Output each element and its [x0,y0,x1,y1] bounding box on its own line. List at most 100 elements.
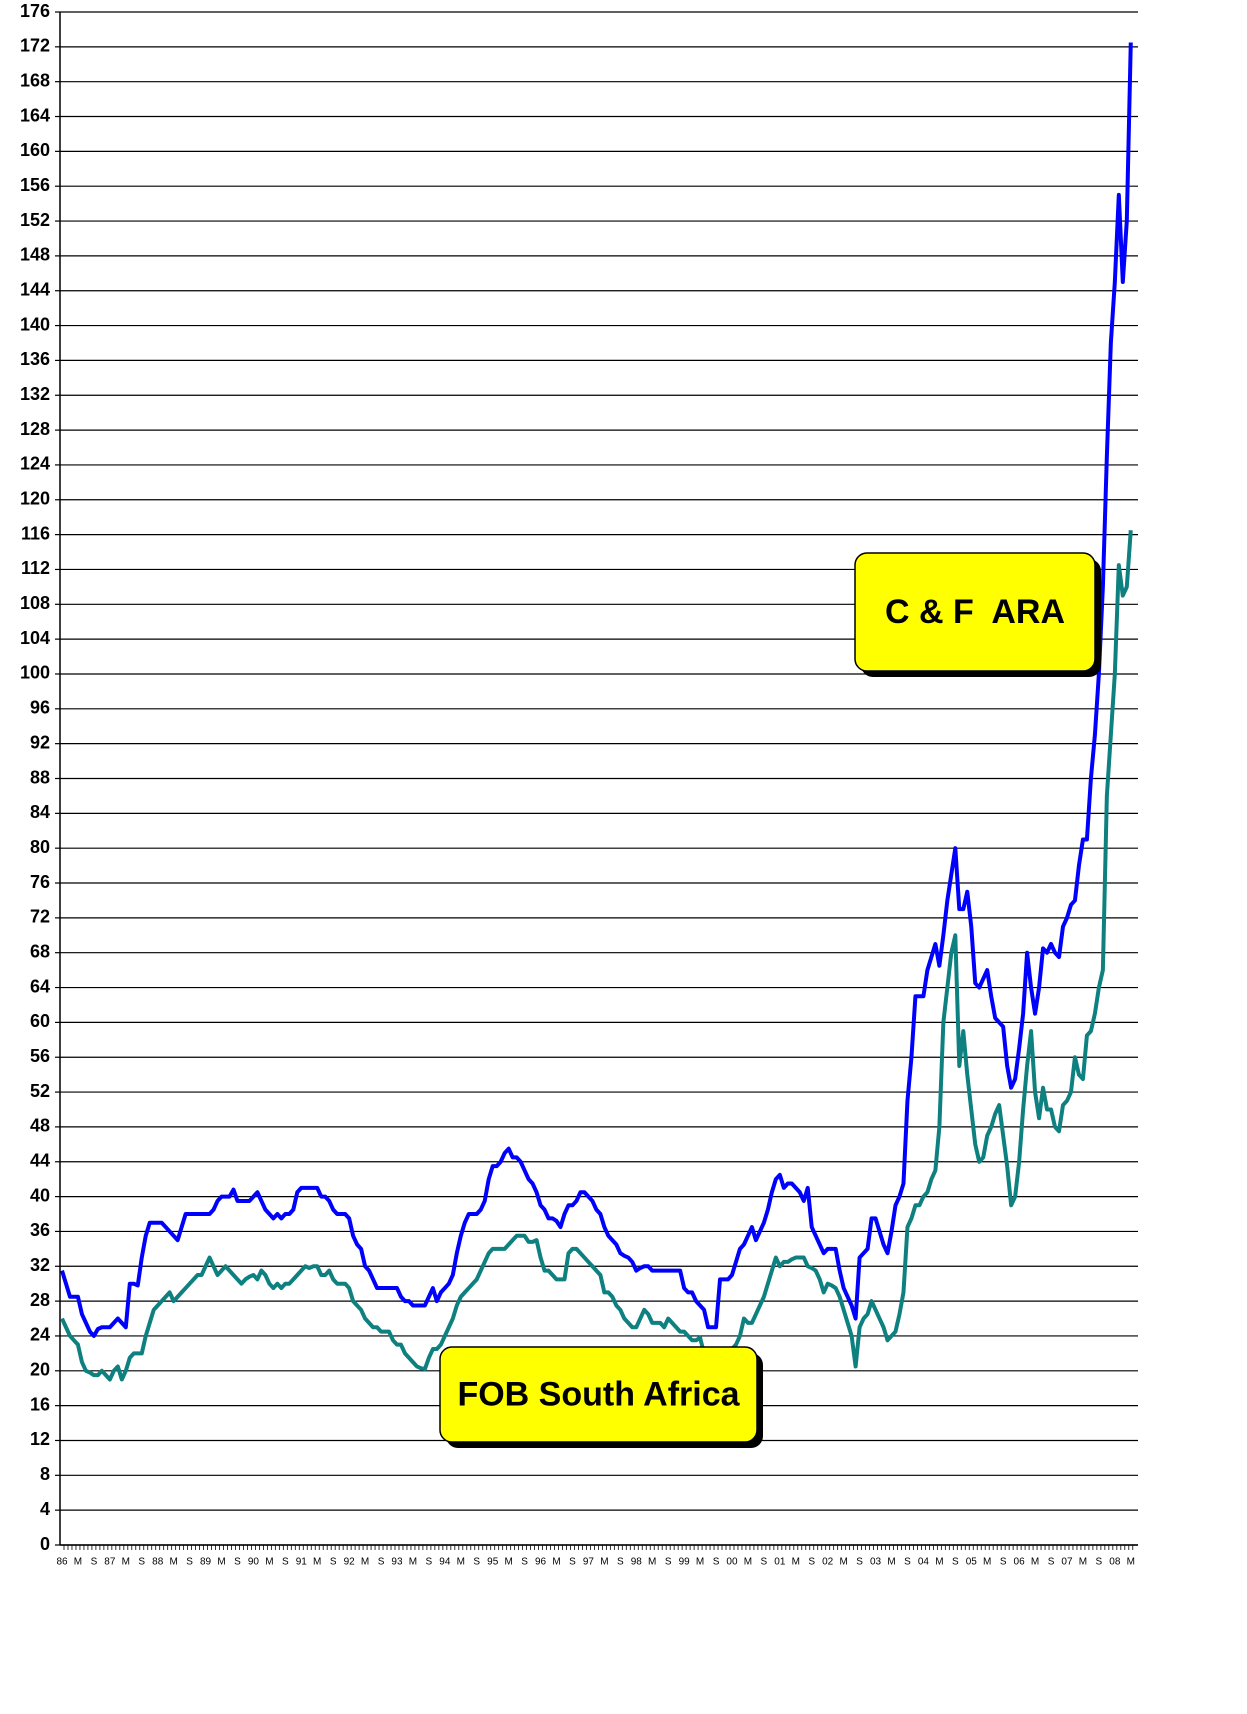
x-tick-label: 95 [487,1557,499,1568]
y-tick-label: 32 [30,1255,50,1275]
x-tick-label: M [361,1557,369,1568]
x-tick-label: 94 [439,1557,451,1568]
label-box [439,1346,758,1443]
x-tick-label: S [713,1557,720,1568]
y-tick-label: 132 [20,384,50,404]
x-tick-label: S [282,1557,289,1568]
y-tick-label: 48 [30,1116,50,1136]
x-tick-label: 87 [104,1557,116,1568]
x-tick-label: 89 [200,1557,212,1568]
x-tick-label: 02 [822,1557,834,1568]
x-tick-label: 08 [1109,1557,1121,1568]
x-tick-label: M [169,1557,177,1568]
x-tick-label: 96 [535,1557,547,1568]
x-tick-label: S [617,1557,624,1568]
x-tick-label: S [1096,1557,1103,1568]
y-tick-label: 116 [21,523,50,543]
x-tick-label: M [1079,1557,1087,1568]
x-tick-label: M [74,1557,82,1568]
x-tick-label: 91 [296,1557,308,1568]
y-tick-label: 112 [21,558,50,578]
x-tick-label: 07 [1061,1557,1073,1568]
x-tick-label: S [186,1557,193,1568]
y-tick-label: 60 [30,1011,50,1031]
x-tick-label: S [1000,1557,1007,1568]
y-tick-label: 176 [20,1,50,21]
y-tick-label: 64 [30,976,50,996]
series-label: FOB South Africa [457,1375,740,1413]
x-tick-label: M [457,1557,465,1568]
y-tick-label: 152 [20,210,50,230]
x-tick-label: M [696,1557,704,1568]
y-tick-label: 24 [30,1325,50,1345]
x-tick-label: M [552,1557,560,1568]
y-tick-label: 168 [20,70,50,90]
x-tick-label: S [330,1557,337,1568]
y-tick-label: 100 [20,663,50,683]
x-tick-label: S [138,1557,145,1568]
x-tick-label: S [521,1557,528,1568]
x-tick-label: 98 [631,1557,643,1568]
x-tick-label: M [744,1557,752,1568]
y-tick-label: 72 [30,907,50,927]
x-tick-label: M [792,1557,800,1568]
x-tick-label: S [856,1557,863,1568]
x-tick-label: M [1127,1557,1135,1568]
y-tick-label: 92 [30,732,50,752]
y-tick-label: 172 [20,36,50,56]
x-tick-label: 00 [726,1557,738,1568]
y-tick-label: 76 [30,872,50,892]
x-tick-label: 90 [248,1557,260,1568]
x-tick-label: M [313,1557,321,1568]
y-tick-label: 84 [30,802,50,822]
y-tick-label: 128 [20,419,50,439]
x-tick-label: 92 [344,1557,356,1568]
x-tick-label: S [808,1557,815,1568]
y-tick-label: 108 [20,593,50,613]
x-tick-label: S [1048,1557,1055,1568]
x-tick-label: M [217,1557,225,1568]
y-tick-label: 148 [20,245,50,265]
x-tick-label: M [648,1557,656,1568]
x-tick-label: M [983,1557,991,1568]
x-tick-label: S [665,1557,672,1568]
series-line [60,530,1133,1382]
x-tick-label: M [839,1557,847,1568]
y-tick-label: 88 [30,767,50,787]
x-tick-label: 01 [774,1557,786,1568]
label-box [854,552,1096,672]
x-tick-label: 05 [966,1557,978,1568]
y-tick-label: 96 [30,698,50,718]
x-tick-label: 04 [918,1557,930,1568]
x-tick-label: 03 [870,1557,882,1568]
x-tick-label: M [504,1557,512,1568]
y-tick-label: 16 [30,1394,50,1414]
x-tick-label: M [887,1557,895,1568]
y-tick-label: 52 [30,1081,50,1101]
x-tick-label: M [409,1557,417,1568]
y-tick-label: 164 [20,105,50,125]
y-tick-label: 4 [40,1499,50,1519]
x-tick-label: S [426,1557,433,1568]
y-tick-label: 156 [20,175,50,195]
y-tick-label: 120 [20,489,50,509]
y-tick-label: 44 [30,1151,50,1171]
y-tick-label: 144 [20,279,50,299]
y-tick-label: 68 [30,941,50,961]
y-tick-label: 136 [20,349,50,369]
x-tick-label: 99 [679,1557,691,1568]
x-tick-label: M [122,1557,130,1568]
y-tick-label: 20 [30,1360,50,1380]
x-tick-label: S [378,1557,385,1568]
y-tick-label: 140 [20,314,50,334]
x-tick-label: S [234,1557,241,1568]
y-tick-label: 36 [30,1220,50,1240]
x-tick-label: 97 [583,1557,595,1568]
x-tick-label: S [569,1557,576,1568]
x-tick-label: 86 [56,1557,68,1568]
y-tick-label: 124 [20,454,50,474]
x-tick-label: 06 [1014,1557,1026,1568]
x-tick-label: S [952,1557,959,1568]
y-tick-label: 80 [30,837,50,857]
